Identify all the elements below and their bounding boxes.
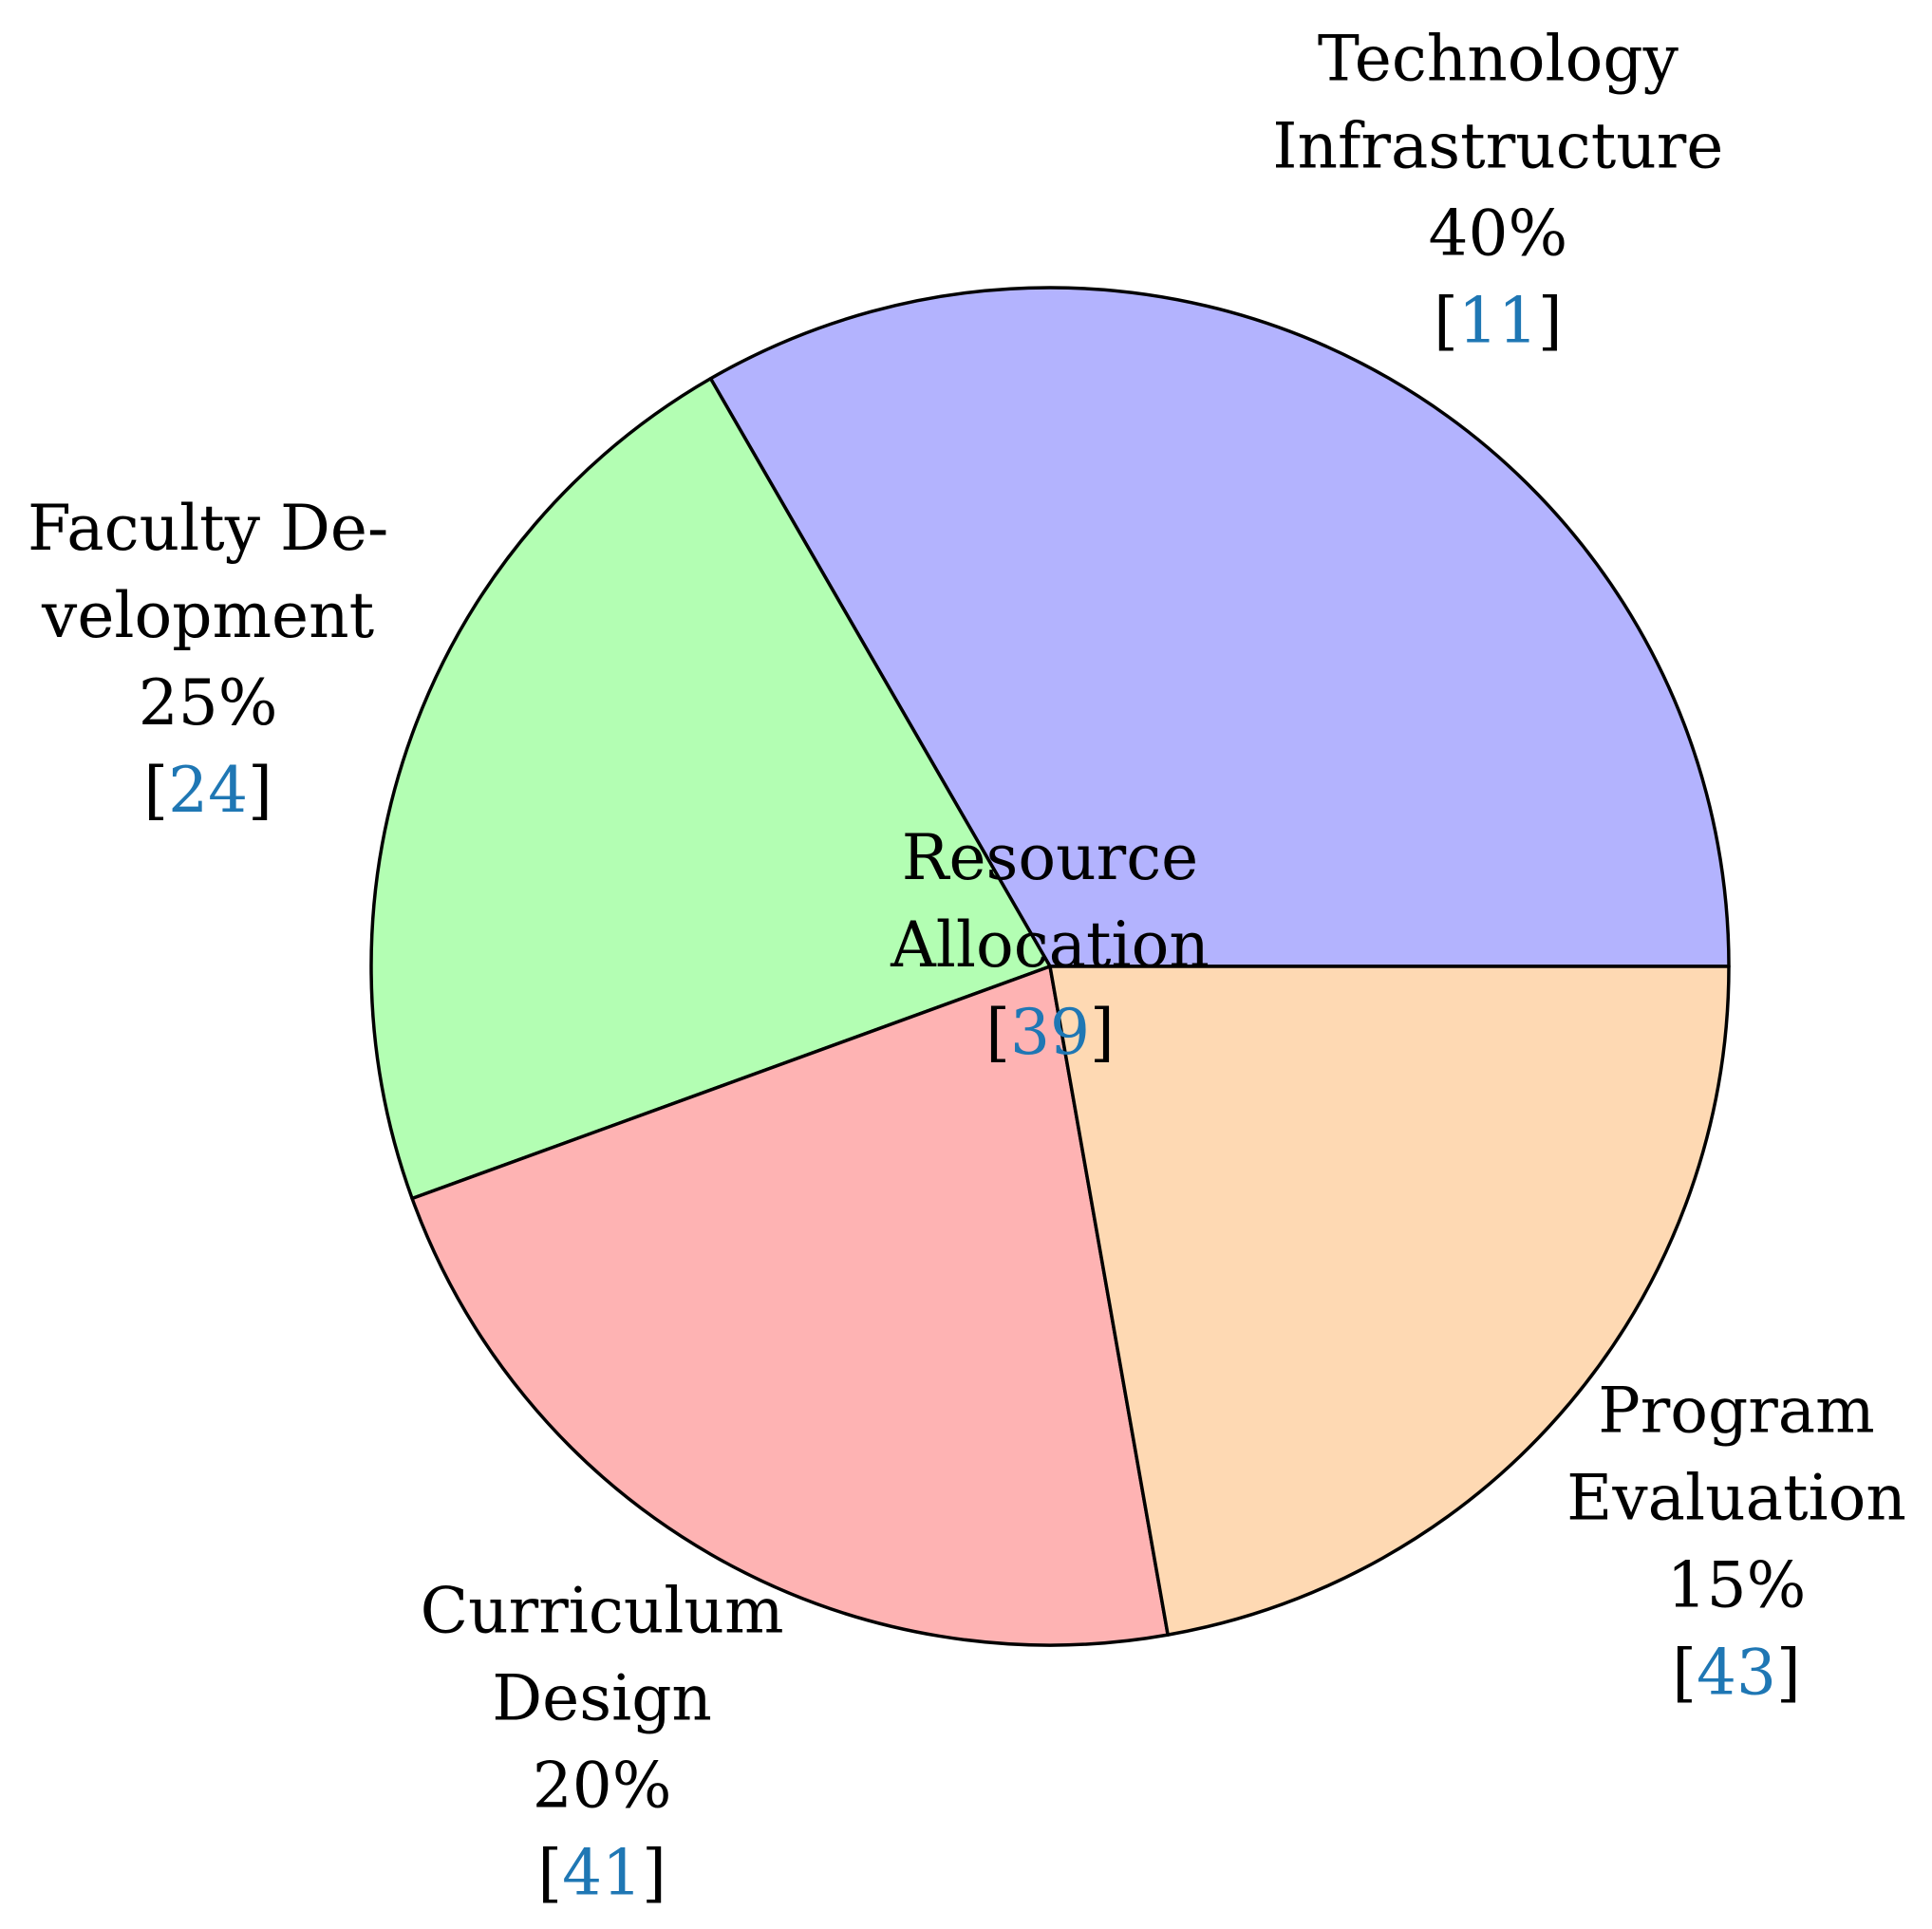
slice-percent-2: 20% [533,1749,672,1822]
pie-slice-2 [410,964,1170,1647]
slice-label-1-line-0: Faculty De- [28,492,388,565]
pie-labels: Technology Infrastructure 40% [11] Faculty D… [28,23,1906,1910]
slice-label-3-line-1: Evaluation [1566,1462,1906,1535]
slice-label-2-line-0: Curriculum [421,1574,784,1647]
slice-ref-0: [11] [1434,285,1562,358]
center-label-line-1: Allocation [890,908,1210,982]
pie-slice-3 [1048,964,1731,1637]
center-label-line-0: Resource [902,821,1198,894]
pie-slice-0 [708,286,1731,968]
slice-percent-0: 40% [1429,197,1568,271]
slice-label-0-line-0: Technology [1318,23,1679,96]
slice-ref-1: [24] [143,754,272,827]
slice-label-3-line-0: Program [1598,1375,1874,1448]
slice-ref-3: [43] [1672,1637,1800,1710]
slice-ref-2: [41] [537,1836,666,1909]
slice-label-1-line-1: velopment [41,579,374,652]
pie-slices [369,286,1731,1647]
center-label-ref: [39] [985,996,1114,1069]
slice-percent-1: 25% [139,666,278,740]
slice-label-2-line-1: Design [492,1661,712,1734]
pie-slice-1 [369,377,1052,1201]
slice-percent-3: 15% [1667,1549,1807,1622]
center-label: Resource Allocation [39] [890,821,1210,1069]
slice-label-0-line-1: Infrastructure [1272,110,1723,183]
